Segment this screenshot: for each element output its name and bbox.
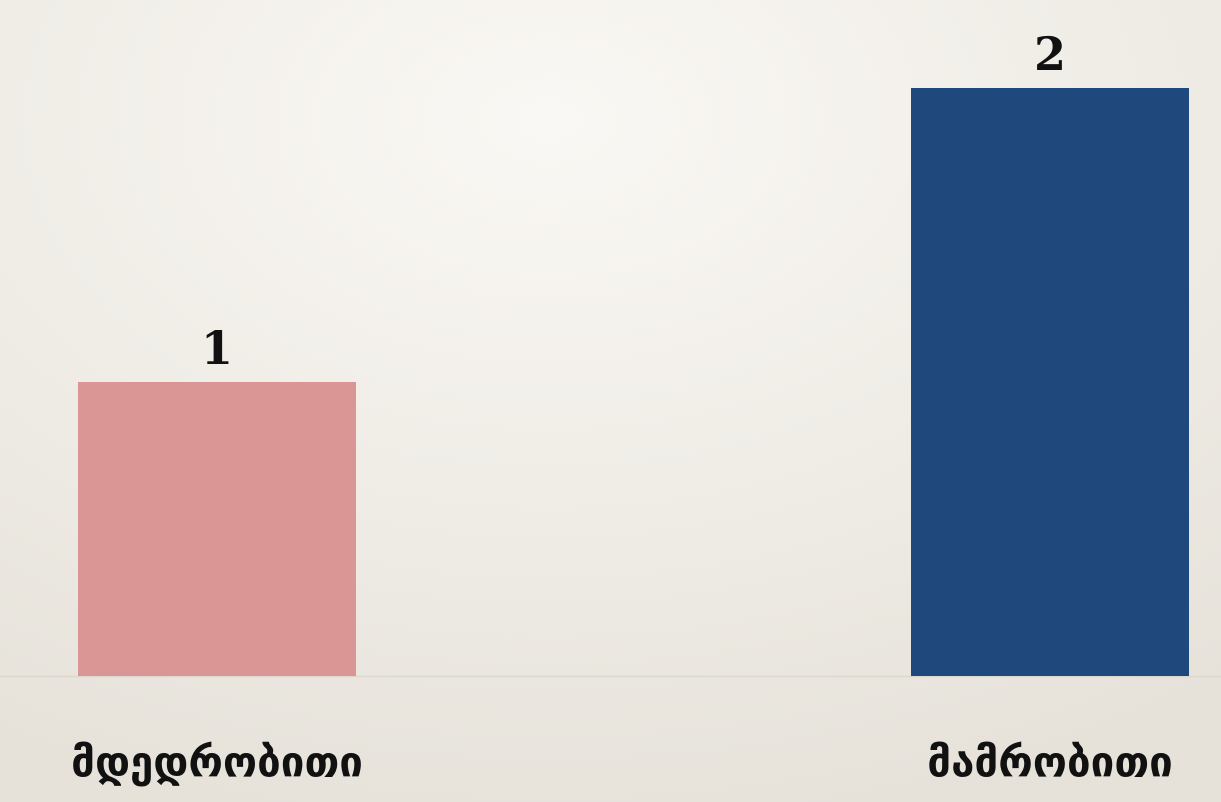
value-label: 2 (1034, 27, 1066, 81)
x-tick-label: მამრობითი (927, 738, 1173, 787)
bar (911, 88, 1189, 676)
bar (78, 382, 356, 676)
value-label: 1 (201, 321, 233, 375)
x-tick-label: მდედრობითი (71, 738, 363, 787)
